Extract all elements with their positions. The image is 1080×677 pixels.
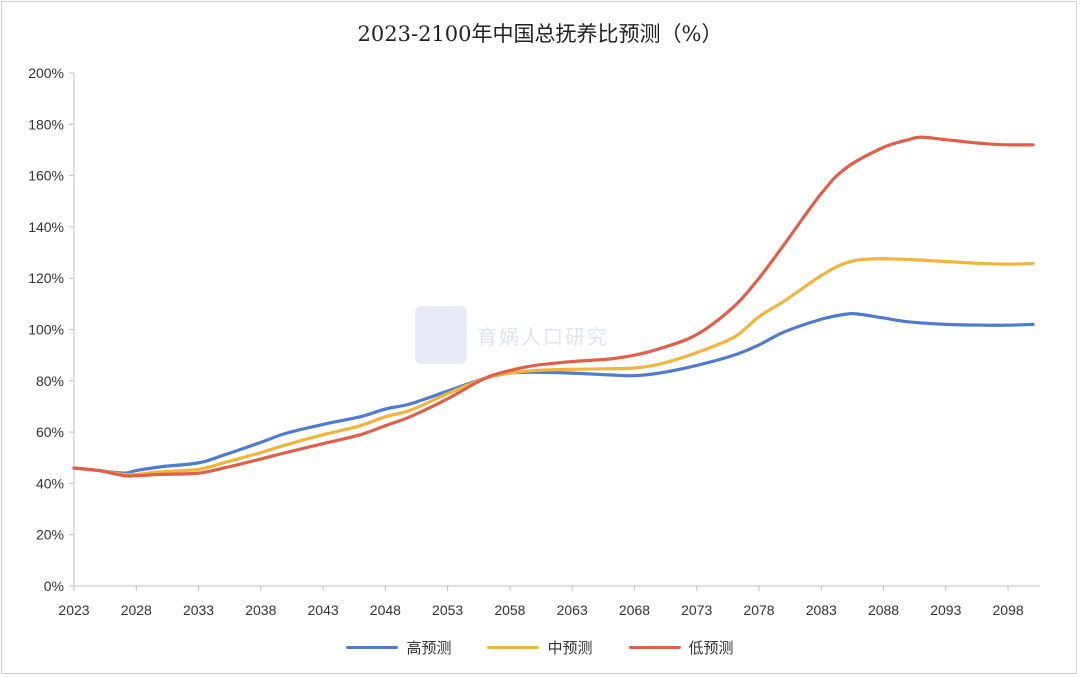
legend-item-low: 低预测 xyxy=(628,637,734,658)
x-tick-label: 2088 xyxy=(868,602,899,618)
x-tick-label: 2078 xyxy=(743,602,774,618)
y-tick-label: 200% xyxy=(28,65,64,81)
y-tick-label: 100% xyxy=(28,322,64,338)
legend: 高预测 中预测 低预测 xyxy=(0,637,1080,658)
y-tick-label: 20% xyxy=(36,527,64,543)
x-tick-label: 2033 xyxy=(183,602,214,618)
x-tick-label: 2023 xyxy=(58,602,89,618)
x-tick-label: 2043 xyxy=(308,602,339,618)
x-tick-label: 2073 xyxy=(681,602,712,618)
x-tick-label: 2053 xyxy=(432,602,463,618)
x-tick-label: 2048 xyxy=(370,602,401,618)
x-tick-label: 2098 xyxy=(993,602,1024,618)
watermark: 育娲人口研究 xyxy=(415,306,609,364)
legend-label-high: 高预测 xyxy=(406,639,452,657)
y-tick-label: 140% xyxy=(28,219,64,235)
legend-item-high: 高预测 xyxy=(346,637,451,658)
watermark-text: 育娲人口研究 xyxy=(477,324,609,349)
x-tick-label: 2058 xyxy=(494,602,525,618)
legend-swatch-mid xyxy=(487,646,540,649)
series-line-mid xyxy=(72,257,1035,477)
x-tick-label: 2028 xyxy=(121,602,152,618)
y-tick-label: 80% xyxy=(36,373,64,389)
series-line-high xyxy=(72,311,1035,475)
y-tick-label: 60% xyxy=(36,424,64,440)
series-line-low xyxy=(72,135,1035,478)
x-tick-label: 2068 xyxy=(619,602,650,618)
watermark-logo-icon xyxy=(415,306,467,364)
legend-label-low: 低预测 xyxy=(688,639,734,657)
y-tick-label: 120% xyxy=(28,270,64,286)
legend-label-mid: 中预测 xyxy=(547,639,593,657)
legend-swatch-high xyxy=(346,646,399,649)
legend-swatch-low xyxy=(628,646,681,649)
x-tick-label: 2083 xyxy=(806,602,837,618)
chart-title: 2023-2100年中国总抚养比预测（%） xyxy=(357,22,723,46)
y-tick-label: 180% xyxy=(28,116,64,132)
y-tick-label: 160% xyxy=(28,168,64,184)
x-tick-label: 2038 xyxy=(245,602,276,618)
x-tick-label: 2093 xyxy=(930,602,961,618)
x-tick-label: 2063 xyxy=(557,602,588,618)
y-tick-label: 0% xyxy=(44,578,64,594)
y-tick-label: 40% xyxy=(36,475,64,491)
legend-item-mid: 中预测 xyxy=(487,637,593,658)
